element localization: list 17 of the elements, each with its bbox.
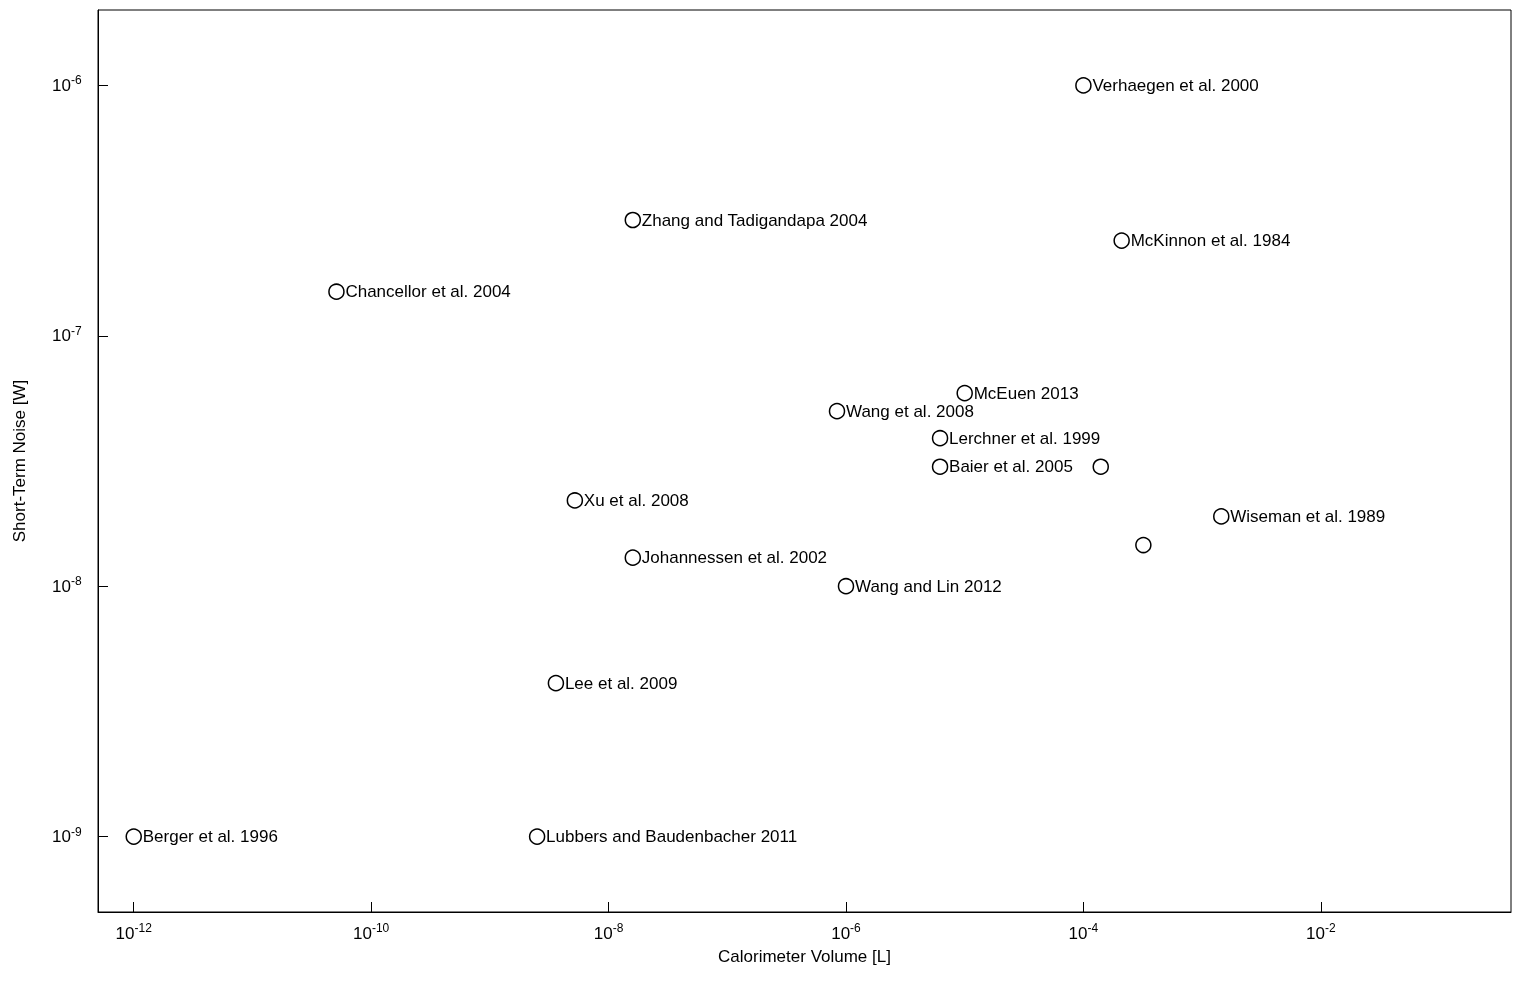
annotation: Zhang and Tadigandapa 2004 — [641, 210, 868, 230]
annotation: Wang et al. 2008 — [846, 401, 974, 421]
y-axis-title: Short-Term Noise [W] — [10, 379, 29, 543]
annotation: Lerchner et al. 1999 — [949, 428, 1101, 448]
annotation: McKinnon et al. 1984 — [1130, 231, 1291, 251]
annotation: Wiseman et al. 1989 — [1230, 506, 1386, 526]
annotation: Wang and Lin 2012 — [854, 576, 1002, 596]
annotation: Chancellor et al. 2004 — [345, 282, 511, 302]
annotation: Berger et al. 1996 — [142, 827, 278, 847]
annotation: Johannessen et al. 2002 — [641, 548, 828, 568]
annotation: Xu et al. 2008 — [583, 490, 689, 510]
annotation: Lubbers and Baudenbacher 2011 — [546, 827, 798, 847]
x-axis-title: Calorimeter Volume [L] — [718, 947, 891, 966]
annotation: Lee et al. 2009 — [564, 673, 678, 693]
annotation: Verhaegen et al. 2000 — [1092, 75, 1259, 95]
annotation: Baier et al. 2005 — [949, 457, 1073, 477]
annotation: McEuen 2013 — [973, 383, 1079, 403]
